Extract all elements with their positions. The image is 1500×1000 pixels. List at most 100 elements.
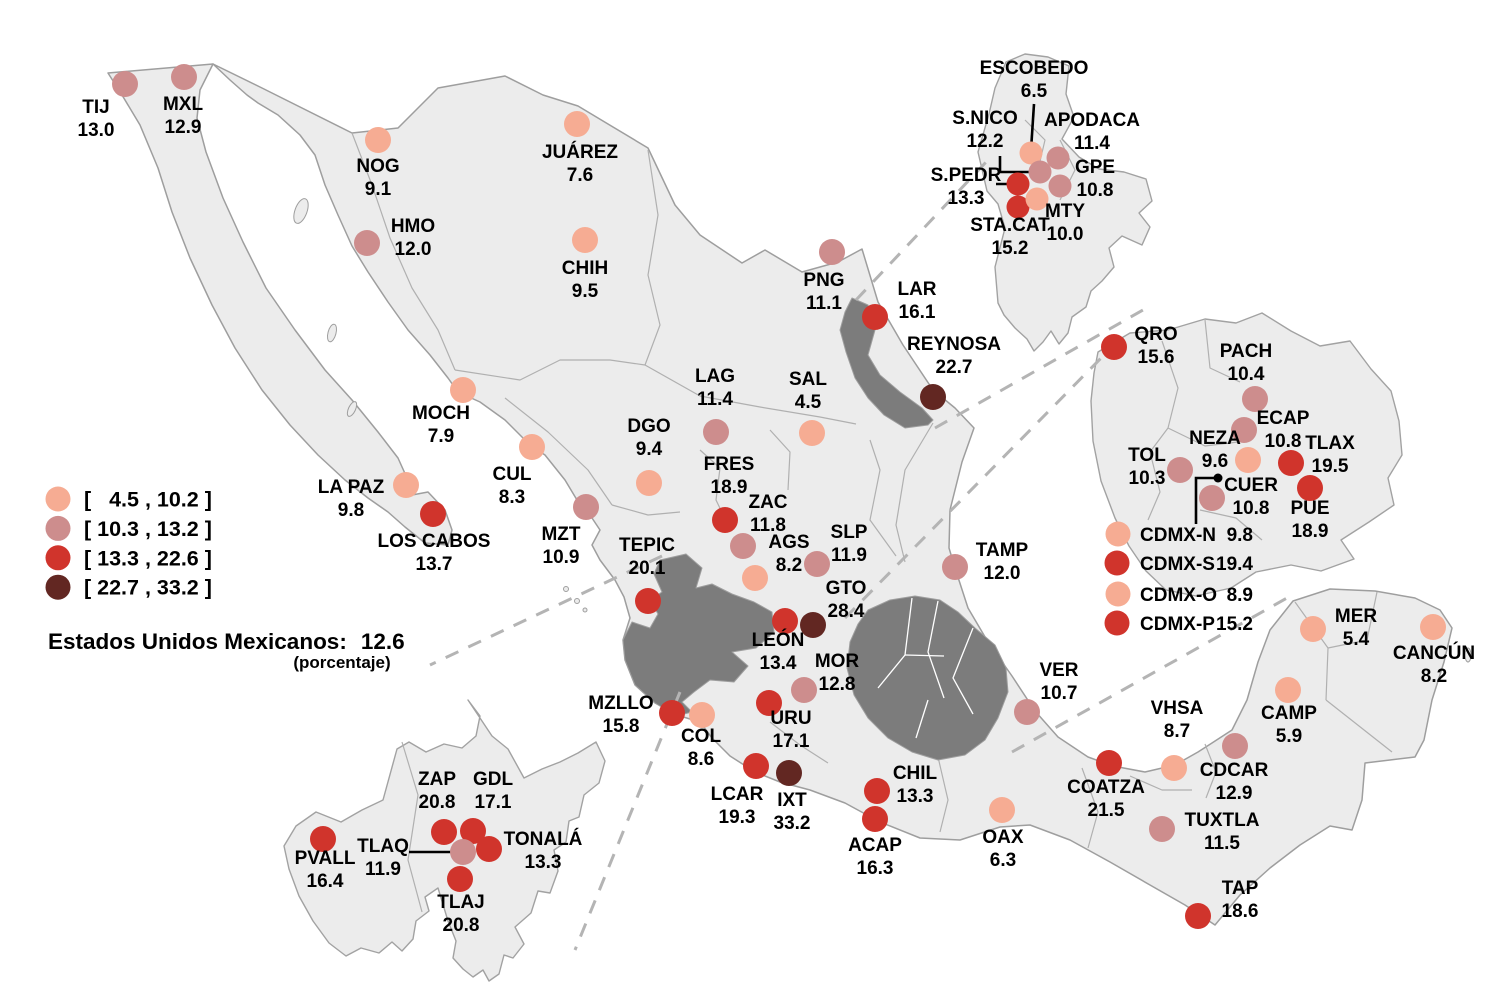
callout-line-S.NICO	[998, 156, 1036, 174]
city-labels: TIJ 13.0 MXL 12.9 NOG 9.1 HMO 12.0 JUÁREZ 7.6 CHIH…	[78, 58, 1476, 936]
city-dot-CDMX-N	[1105, 521, 1131, 547]
city-label-CDMX-S: CDMX-S	[1140, 554, 1215, 575]
city-label-OAX: OAX 6.3	[982, 827, 1024, 871]
city-label-SAL: SAL 4.5	[789, 369, 827, 413]
city-label-TIJ: TIJ 13.0	[78, 97, 115, 141]
city-dot-SAL	[799, 420, 825, 446]
city-dot-TAMP	[942, 554, 968, 580]
city-label-TEPIC: TEPIC 20.1	[619, 535, 675, 579]
city-label-NEZA: NEZA 9.6	[1189, 428, 1241, 472]
city-value-CDMX-O: 8.9	[1227, 585, 1253, 606]
city-value-CDMX-P: 15.2	[1216, 614, 1253, 635]
city-dot-ACAP	[862, 806, 888, 832]
city-label-VER: VER 10.7	[1039, 660, 1078, 704]
city-label-COL: COL 8.6	[681, 726, 722, 770]
city-dot-LCAR	[743, 753, 769, 779]
national-summary-label: Estados Unidos Mexicanos:	[48, 629, 347, 654]
city-dot-MER	[1300, 616, 1326, 642]
city-dot-TEPIC	[635, 588, 661, 614]
city-label-ECAP: ECAP 10.8	[1257, 408, 1310, 452]
city-label-PACH: PACH 10.4	[1220, 341, 1272, 385]
city-label-TOL: TOL 10.3	[1128, 445, 1166, 489]
baja-california-outline	[107, 63, 453, 546]
city-label-TLAQ: TLAQ 11.9	[357, 836, 409, 880]
legend-swatch-b3	[45, 545, 71, 571]
city-dot-ESCOBEDO	[1019, 141, 1043, 165]
city-label-COATZA: COATZA 21.5	[1067, 777, 1145, 821]
city-dot-DGO	[636, 470, 662, 496]
city-dot-CHIL	[864, 778, 890, 804]
city-dot-AGS	[742, 565, 768, 591]
city-label-AGS: AGS 8.2	[768, 532, 809, 576]
legend-swatch-b4	[45, 574, 71, 600]
city-label-LAR: LAR 16.1	[897, 279, 936, 323]
city-dots	[112, 64, 1446, 929]
city-label-MZLLO: MZLLO 15.8	[588, 693, 653, 737]
city-label-PVALL: PVALL 16.4	[295, 848, 356, 892]
city-label-VHSA: VHSA 8.7	[1151, 698, 1204, 742]
connector-edomex-to-cdmx-inset-2	[1011, 596, 1288, 754]
city-dot-QRO	[1101, 334, 1127, 360]
city-dot-NEZA	[1235, 447, 1261, 473]
city-label-PNG: PNG 11.1	[803, 270, 844, 314]
highlight-jalisco	[622, 553, 775, 717]
city-dot-ZAC	[730, 533, 756, 559]
city-label-APODACA: APODACA 11.4	[1044, 110, 1140, 154]
city-label-FRES: FRES 18.9	[704, 454, 755, 498]
city-dot-IXT	[776, 760, 802, 786]
highlighted-source-states	[622, 297, 1009, 761]
national-summary-value: 12.6	[361, 629, 405, 654]
city-dot-CUER	[1199, 485, 1225, 511]
city-label-MTY: MTY 10.0	[1045, 201, 1085, 245]
city-dot-VHSA	[1161, 755, 1187, 781]
base-map	[107, 53, 1472, 982]
city-label-TLAX: TLAX 19.5	[1305, 433, 1355, 477]
city-label-CUL: CUL 8.3	[492, 464, 531, 508]
city-dot-CHIH	[572, 227, 598, 253]
islands	[293, 198, 1472, 663]
city-label-TUXTLA: TUXTLA 11.5	[1185, 810, 1260, 854]
city-label-TAMP: TAMP 12.0	[976, 540, 1029, 584]
city-dot-TAP	[1185, 903, 1211, 929]
city-label-CDCAR: CDCAR 12.9	[1200, 760, 1269, 804]
highlight-internal-borders	[877, 597, 974, 739]
legend-range-b4: [ 22.7 , 33.2 ]	[84, 576, 212, 600]
city-dot-LAG	[703, 419, 729, 445]
city-dot-NOG	[365, 127, 391, 153]
city-label-MXL: MXL 12.9	[163, 94, 204, 138]
city-dot-TLAX	[1278, 450, 1304, 476]
city-dot-COATZA	[1096, 750, 1122, 776]
city-label-LEÓN: LEÓN 13.4	[752, 629, 805, 674]
city-label-MOR: MOR 12.8	[815, 651, 860, 695]
city-dot-PNG	[819, 239, 845, 265]
city-label-PUE: PUE 18.9	[1290, 498, 1329, 542]
city-dot-VER	[1014, 699, 1040, 725]
city-label-LA PAZ: LA PAZ 9.8	[318, 477, 385, 521]
city-label-CHIL: CHIL 13.3	[893, 763, 938, 807]
city-dot-TIJ	[112, 71, 138, 97]
legend-swatch-b1	[45, 486, 71, 512]
national-summary: Estados Unidos Mexicanos: 12.6	[48, 629, 405, 654]
city-dot-GTO	[800, 612, 826, 638]
city-dot-APODACA	[1046, 146, 1070, 170]
connector-jalisco-to-gdl-inset-2	[573, 691, 682, 951]
legend-swatch-b2	[45, 515, 71, 541]
city-dot-PUE	[1297, 475, 1323, 501]
callout-dot-CDMX-N-location	[1213, 473, 1223, 483]
city-label-HMO: HMO 12.0	[391, 216, 435, 260]
city-label-MZT: MZT 10.9	[541, 524, 580, 568]
city-label-DGO: DGO 9.4	[627, 416, 670, 460]
city-dot-CDMX-O	[1105, 581, 1131, 607]
city-dot-SLP	[804, 551, 830, 577]
city-label-TONALÁ: TONALÁ 13.3	[504, 828, 583, 873]
inset-connector-lines	[429, 158, 1288, 951]
city-label-CAMP: CAMP 5.9	[1261, 703, 1317, 747]
city-dot-LOS CABOS	[420, 501, 446, 527]
highlight-nuevo-leon	[839, 297, 934, 429]
city-dot-OAX	[989, 797, 1015, 823]
city-label-STA.CAT: STA.CAT 15.2	[970, 215, 1050, 259]
callout-line-CDMX-N-location	[1194, 476, 1214, 524]
city-value-CDMX-N: 9.8	[1227, 525, 1253, 546]
city-dot-TOL	[1167, 457, 1193, 483]
